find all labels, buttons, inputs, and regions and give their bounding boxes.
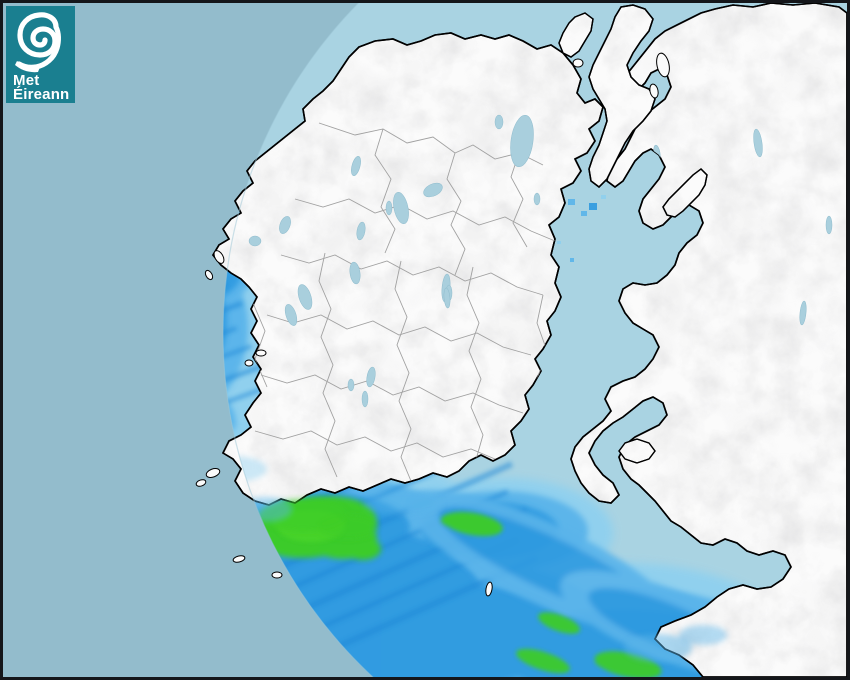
offshore-islets bbox=[195, 52, 670, 597]
met-eireann-logo[interactable]: Met Éireann bbox=[6, 6, 75, 103]
radar-range-edge bbox=[222, 3, 374, 677]
precipitation-over-land-layer bbox=[223, 456, 727, 662]
logo-wordmark: Met Éireann bbox=[6, 73, 75, 102]
spiral-swirl-icon bbox=[12, 11, 70, 73]
logo-line-2: Éireann bbox=[13, 86, 70, 103]
lakes-ireland bbox=[248, 114, 541, 408]
logo-line-1: Met bbox=[13, 72, 40, 89]
island-great-britain bbox=[570, 3, 847, 677]
land-layer bbox=[195, 3, 847, 677]
map-stage[interactable] bbox=[3, 3, 847, 677]
